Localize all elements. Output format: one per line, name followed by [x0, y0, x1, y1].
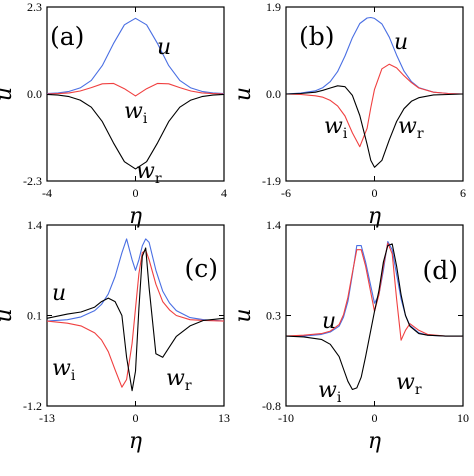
curve-label-w-r: wr [166, 366, 192, 394]
panel-a: -4 0 4 -2.3 0.0 2.3 η u (a) u wi wr [0, 0, 227, 229]
curve-label-u: u [394, 30, 408, 55]
y-axis-label: u [231, 308, 256, 322]
series-line-u [46, 238, 225, 322]
y-tick-label: 0.3 [266, 309, 281, 323]
x-tick-label: 10 [457, 411, 469, 425]
panel-label: (b) [299, 22, 335, 51]
curve-label-u: u [322, 309, 336, 334]
x-tick-label: 0 [372, 411, 378, 425]
series-line-w-i [285, 63, 464, 148]
series-line-w-i [46, 82, 225, 97]
panel-d: -10 0 10 -0.8 0.3 1.4 η u (d) u wi wr [231, 218, 469, 454]
curve-label-w-i: wi [52, 356, 76, 384]
x-tick-label: 13 [218, 411, 230, 425]
x-tick-label: 0 [133, 411, 139, 425]
panel-c: -13 0 13 -1.2 0.1 1.4 η u (c) u wi wr [0, 218, 230, 454]
x-tick-label: 6 [460, 186, 466, 200]
y-tick-label: 1.4 [27, 218, 42, 232]
curve-label-w-i: wi [124, 99, 148, 127]
x-tick-label: 0 [372, 186, 378, 200]
curve-label-w-r: wr [396, 370, 422, 398]
y-axis-label: u [0, 308, 17, 322]
series-line-w-r [46, 93, 225, 170]
curve-label-w-r: wr [398, 114, 424, 142]
y-tick-label: -0.8 [262, 399, 281, 413]
x-tick-label: -13 [39, 411, 55, 425]
series-line-w-r [285, 85, 464, 168]
x-tick-label: 0 [133, 186, 139, 200]
plot-frame [285, 224, 464, 407]
curve-label-u: u [157, 35, 171, 60]
x-axis-label: η [368, 429, 381, 454]
y-tick-label: 0.1 [27, 309, 42, 323]
x-tick-label: -10 [278, 411, 294, 425]
series-line-w-i [46, 249, 225, 388]
y-tick-label: 0.0 [27, 87, 42, 101]
curve-label-w-r: wr [136, 159, 162, 187]
y-axis-label: u [0, 87, 17, 101]
y-tick-label: -1.2 [23, 399, 42, 413]
x-tick-label: -4 [42, 186, 52, 200]
y-tick-label: 1.4 [266, 218, 281, 232]
y-tick-label: -1.9 [262, 174, 281, 188]
y-axis-label: u [231, 87, 256, 101]
curve-label-u: u [52, 281, 66, 306]
curve-label-w-i: wi [324, 114, 348, 142]
panel-label: (c) [184, 254, 218, 283]
series-line-u [46, 17, 225, 95]
x-axis-label: η [368, 204, 381, 229]
series-line-w-r [285, 243, 463, 391]
curve-label-w-i: wi [318, 378, 342, 406]
x-axis-label: η [129, 204, 142, 229]
x-tick-label: -6 [281, 186, 291, 200]
y-tick-label: 1.9 [266, 0, 281, 14]
y-tick-label: 2.3 [27, 0, 42, 14]
x-tick-label: 4 [221, 186, 227, 200]
x-axis-label: η [129, 429, 142, 454]
series-line-w-r [46, 247, 225, 392]
panel-label: (a) [50, 22, 84, 51]
panel-label: (d) [422, 256, 458, 285]
panel-b: -6 0 6 -1.9 0.0 1.9 η u (b) u wi wr [231, 0, 466, 229]
y-tick-label: -2.3 [23, 174, 42, 188]
y-tick-label: 0.0 [266, 87, 281, 101]
